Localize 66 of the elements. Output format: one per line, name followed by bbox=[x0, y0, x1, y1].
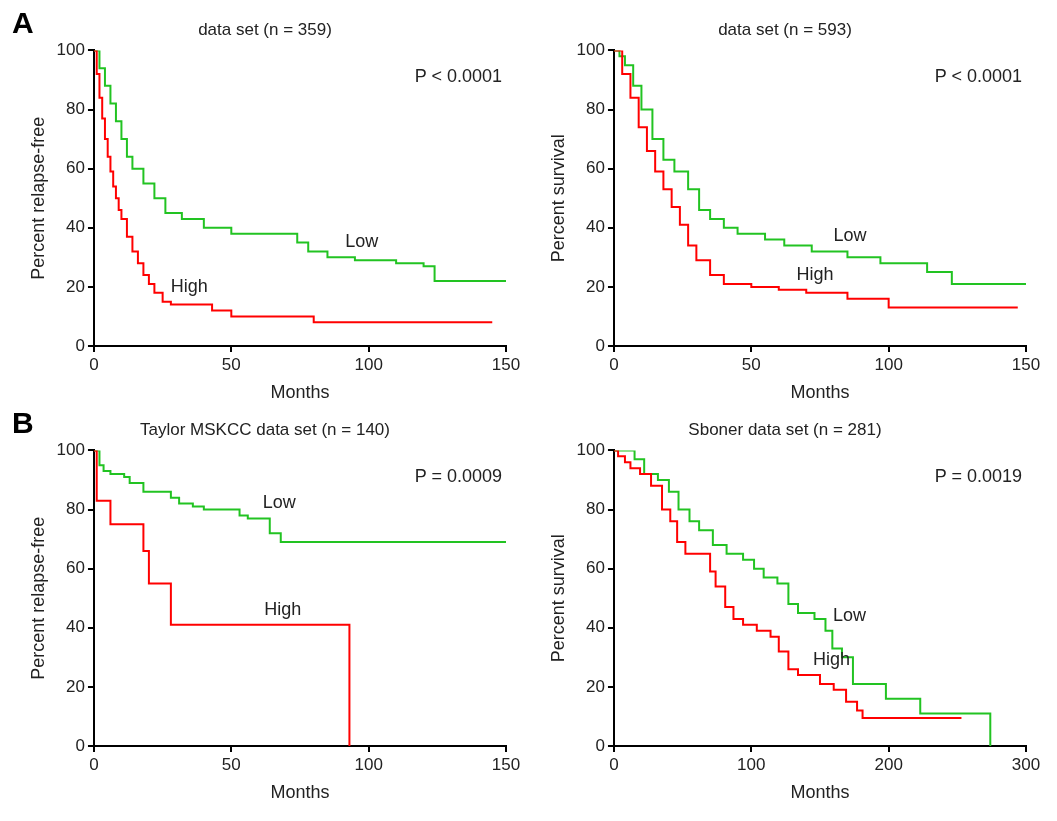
series-label: Low bbox=[832, 604, 867, 625]
x-tick-label: 0 bbox=[89, 354, 99, 374]
y-tick-label: 40 bbox=[586, 217, 605, 237]
x-axis-title: Months bbox=[270, 782, 330, 803]
y-tick-label: 60 bbox=[586, 558, 605, 578]
y-axis-title: Percent survival bbox=[547, 134, 568, 263]
y-tick-label: 20 bbox=[586, 676, 605, 696]
y-tick-label: 40 bbox=[586, 617, 605, 637]
annotation: P = 0.0009 bbox=[414, 466, 502, 487]
series-label: High bbox=[264, 598, 302, 619]
y-tick-label: 20 bbox=[586, 276, 605, 296]
x-axis-title: Months bbox=[790, 382, 850, 403]
y-axis-title: Percent relapse-free bbox=[27, 516, 48, 680]
series-label: Low bbox=[833, 225, 868, 246]
y-tick-label: 100 bbox=[56, 40, 85, 60]
x-tick-label: 100 bbox=[354, 354, 383, 374]
y-tick-label: 60 bbox=[66, 558, 85, 578]
text: B bbox=[12, 406, 34, 440]
y-tick-label: 100 bbox=[576, 40, 605, 60]
chart-title: data set (n = 359) bbox=[198, 19, 332, 39]
y-tick-label: 0 bbox=[595, 735, 605, 755]
y-tick-label: 40 bbox=[66, 617, 85, 637]
series-label: High bbox=[812, 649, 851, 670]
y-tick-label: 20 bbox=[66, 676, 85, 696]
y-tick-label: 100 bbox=[56, 440, 85, 460]
y-tick-label: 80 bbox=[586, 499, 605, 519]
x-tick-label: 0 bbox=[89, 754, 99, 774]
x-tick-label: 100 bbox=[874, 354, 903, 374]
y-tick-label: 0 bbox=[75, 735, 85, 755]
y-tick-label: 80 bbox=[586, 99, 605, 119]
series-label: High bbox=[796, 263, 834, 284]
y-tick-label: 20 bbox=[66, 276, 85, 296]
x-tick-label: 100 bbox=[737, 754, 766, 774]
x-tick-label: 150 bbox=[491, 354, 521, 374]
chart-title: data set (n = 593) bbox=[718, 19, 852, 39]
x-tick-label: 200 bbox=[874, 754, 903, 774]
annotation: P < 0.0001 bbox=[414, 66, 502, 87]
x-tick-label: 150 bbox=[491, 754, 521, 774]
text: A bbox=[12, 6, 34, 40]
series-label: Low bbox=[345, 231, 380, 252]
annotation: P < 0.0001 bbox=[934, 66, 1022, 87]
chart-title: Taylor MSKCC data set (n = 140) bbox=[140, 419, 390, 439]
x-axis-title: Months bbox=[790, 782, 850, 803]
x-tick-label: 0 bbox=[609, 354, 619, 374]
y-axis-title: Percent relapse-free bbox=[27, 116, 48, 280]
series-label: High bbox=[170, 275, 208, 296]
x-axis-title: Months bbox=[270, 382, 330, 403]
y-tick-label: 60 bbox=[66, 158, 85, 178]
x-tick-label: 50 bbox=[741, 354, 761, 374]
x-tick-label: 50 bbox=[221, 754, 241, 774]
y-tick-label: 80 bbox=[66, 499, 85, 519]
series-label: Low bbox=[262, 492, 297, 513]
y-axis-title: Percent survival bbox=[547, 534, 568, 663]
x-tick-label: 0 bbox=[609, 754, 619, 774]
chart-title: Sboner data set (n = 281) bbox=[688, 419, 882, 439]
y-tick-label: 40 bbox=[66, 217, 85, 237]
x-tick-label: 150 bbox=[1011, 354, 1041, 374]
x-tick-label: 50 bbox=[221, 354, 241, 374]
x-tick-label: 100 bbox=[354, 754, 383, 774]
x-tick-label: 300 bbox=[1011, 754, 1041, 774]
annotation: P = 0.0019 bbox=[934, 466, 1022, 487]
y-tick-label: 60 bbox=[586, 158, 605, 178]
y-tick-label: 100 bbox=[576, 440, 605, 460]
y-tick-label: 0 bbox=[75, 335, 85, 355]
y-tick-label: 80 bbox=[66, 99, 85, 119]
y-tick-label: 0 bbox=[595, 335, 605, 355]
